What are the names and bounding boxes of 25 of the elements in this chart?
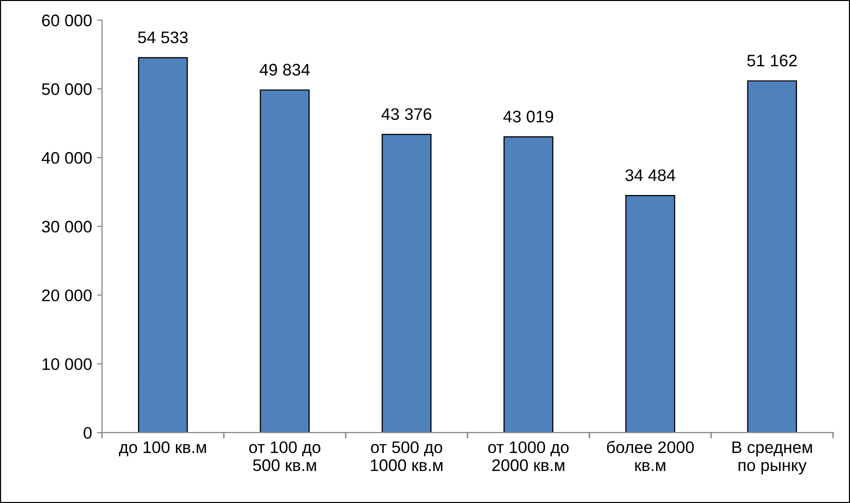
bar [625, 194, 676, 433]
x-tick-label: от 1000 до 2000 кв.м [488, 441, 569, 472]
y-tick-label: 30 000 [42, 220, 92, 233]
x-tick-label: от 100 до 500 кв.м [249, 441, 320, 472]
x-tick-label: В среднем по рынку [732, 442, 812, 474]
data-label: 43 376 [381, 108, 432, 120]
bar [260, 89, 310, 433]
x-tick-label: более 2000 кв.м [607, 440, 694, 471]
y-tick-label: 20 000 [42, 289, 92, 302]
data-label: 54 533 [138, 31, 188, 44]
y-tick-label: 60 000 [42, 14, 92, 26]
y-tick-label: 40 000 [42, 152, 92, 164]
y-tick-label: 10 000 [42, 358, 92, 370]
y-tick-label: 0 [84, 426, 92, 439]
bar [382, 134, 432, 433]
x-tick-label: до 100 кв.м [118, 441, 206, 456]
data-label: 34 484 [625, 169, 676, 182]
data-label: 49 834 [260, 64, 310, 76]
bar [503, 136, 554, 433]
data-label: 43 019 [503, 110, 554, 122]
y-tick-label: 50 000 [42, 83, 92, 96]
bar [747, 80, 798, 433]
x-tick-label: от 500 до 1000 кв.м [370, 441, 442, 472]
data-label: 51 162 [747, 54, 797, 66]
bar [138, 57, 188, 433]
